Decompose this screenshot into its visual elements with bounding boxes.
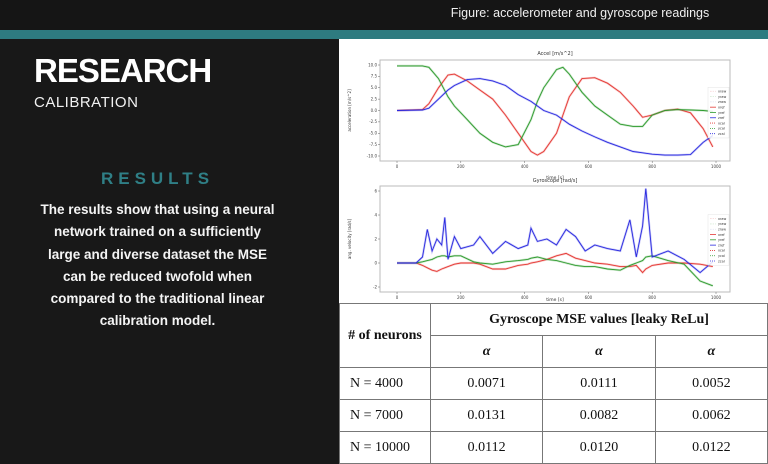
legend-item: xcal — [718, 121, 725, 125]
x-axis-label: time [s] — [546, 297, 564, 303]
svg-text:-2: -2 — [373, 284, 377, 289]
slide-subtitle: CALIBRATION — [34, 94, 139, 111]
top-bar — [0, 0, 768, 30]
y-axis-label: acceleration [m/s^2] — [347, 89, 352, 132]
legend-item: xraw — [718, 217, 726, 221]
results-heading: RESULTS — [100, 169, 215, 188]
gyro-chart: Gyroscope [rad/s]time [s]ang. velocity [… — [347, 178, 731, 303]
svg-text:5.0: 5.0 — [371, 85, 378, 90]
cell: 0.0082 — [542, 399, 656, 432]
legend-item: zraw — [718, 228, 726, 232]
cell: 0.0111 — [542, 367, 656, 400]
row-label: N = 10000 — [339, 431, 431, 464]
accel-chart: Accel [m/s^2] time [s] acceleration [m/s^2… — [347, 51, 731, 181]
legend-item: ycal — [718, 254, 725, 258]
svg-text:1000: 1000 — [711, 295, 722, 300]
legend-item: yraw — [718, 222, 726, 226]
series-zref — [396, 78, 714, 156]
chart-title: Gyroscope [rad/s] — [533, 178, 578, 184]
legend-item: zcal — [718, 132, 725, 136]
svg-text:-5.0: -5.0 — [369, 131, 377, 136]
cell: 0.0131 — [429, 399, 544, 432]
svg-text:0: 0 — [374, 260, 377, 265]
series-yref — [397, 65, 713, 148]
legend-item: zref — [718, 116, 725, 120]
accent-band — [0, 30, 768, 39]
series-yref — [397, 255, 713, 287]
table-row: N = 10000 0.0112 0.0120 0.0122 — [339, 431, 768, 464]
cell: 0.0071 — [429, 367, 544, 400]
slide-title: RESEARCH — [34, 52, 212, 89]
svg-text:0: 0 — [396, 295, 399, 300]
svg-text:1000: 1000 — [711, 164, 722, 169]
svg-text:7.5: 7.5 — [371, 74, 378, 79]
row-label: N = 4000 — [339, 367, 431, 400]
svg-text:2: 2 — [374, 236, 377, 241]
legend-item: yref — [718, 111, 725, 115]
row-label: N = 7000 — [339, 399, 431, 432]
legend — [707, 214, 730, 266]
charts-figure: Accel [m/s^2] time [s] acceleration [m/s^2… — [347, 51, 731, 303]
legend — [707, 87, 730, 139]
cell: 0.0122 — [654, 431, 768, 464]
cell: 0.0120 — [542, 431, 656, 464]
svg-text:-7.5: -7.5 — [369, 142, 377, 147]
legend-item: xcal — [718, 249, 725, 253]
alpha-header: α — [654, 335, 768, 368]
svg-text:-10.0: -10.0 — [367, 153, 378, 158]
legend-item: yraw — [718, 95, 726, 99]
legend-item: ycal — [718, 127, 725, 131]
mse-table: # of neurons Gyroscope MSE values [leaky… — [339, 303, 768, 464]
svg-text:6: 6 — [374, 188, 377, 193]
chart-title: Accel [m/s^2] — [537, 51, 572, 57]
y-axis-label: ang. velocity [rad/s] — [347, 218, 352, 259]
cell: 0.0052 — [654, 367, 768, 400]
svg-text:200: 200 — [457, 164, 465, 169]
svg-text:10.0: 10.0 — [368, 62, 377, 67]
svg-text:0.0: 0.0 — [371, 108, 378, 113]
svg-text:800: 800 — [648, 295, 656, 300]
table-row: N = 7000 0.0131 0.0082 0.0062 — [339, 399, 768, 432]
series-xref — [397, 252, 713, 274]
row-header: # of neurons — [339, 303, 431, 368]
legend-item: xref — [718, 105, 725, 109]
svg-text:400: 400 — [521, 295, 529, 300]
group-header: Gyroscope MSE values [leaky ReLu] — [430, 303, 768, 336]
svg-text:-2.5: -2.5 — [369, 119, 377, 124]
results-text: The results show that using a neural net… — [40, 202, 275, 329]
legend-item: xraw — [718, 90, 726, 94]
x-axis-label: time [s] — [546, 175, 564, 181]
svg-text:2.5: 2.5 — [371, 96, 378, 101]
series-zref — [397, 188, 714, 274]
svg-text:600: 600 — [585, 164, 593, 169]
alpha-header: α — [429, 335, 544, 368]
cell: 0.0112 — [429, 431, 544, 464]
svg-text:200: 200 — [457, 295, 465, 300]
svg-text:600: 600 — [585, 295, 593, 300]
alpha-header: α — [542, 335, 656, 368]
legend-item: yref — [718, 238, 725, 242]
svg-text:400: 400 — [521, 164, 529, 169]
svg-text:4: 4 — [374, 212, 377, 217]
table-row: N = 4000 0.0071 0.0111 0.0052 — [339, 367, 768, 400]
legend-item: zcal — [718, 259, 725, 263]
figure-caption: Figure: accelerometer and gyroscope read… — [450, 6, 710, 20]
legend-item: zref — [718, 243, 725, 247]
legend-item: xref — [718, 233, 725, 237]
legend-item: zraw — [718, 100, 726, 104]
svg-text:0: 0 — [396, 164, 399, 169]
svg-text:800: 800 — [648, 164, 656, 169]
cell: 0.0062 — [654, 399, 768, 432]
